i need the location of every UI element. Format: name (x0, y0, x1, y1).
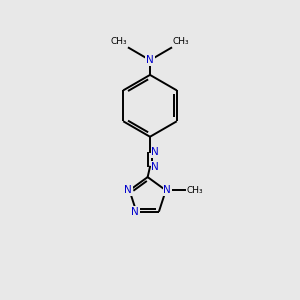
Text: CH₃: CH₃ (187, 186, 203, 195)
Text: N: N (131, 207, 139, 217)
Text: N: N (146, 55, 154, 65)
Text: CH₃: CH₃ (111, 38, 127, 46)
Text: CH₃: CH₃ (173, 38, 189, 46)
Text: N: N (164, 185, 171, 195)
Text: N: N (152, 162, 159, 172)
Text: N: N (124, 185, 132, 195)
Text: N: N (152, 147, 159, 157)
